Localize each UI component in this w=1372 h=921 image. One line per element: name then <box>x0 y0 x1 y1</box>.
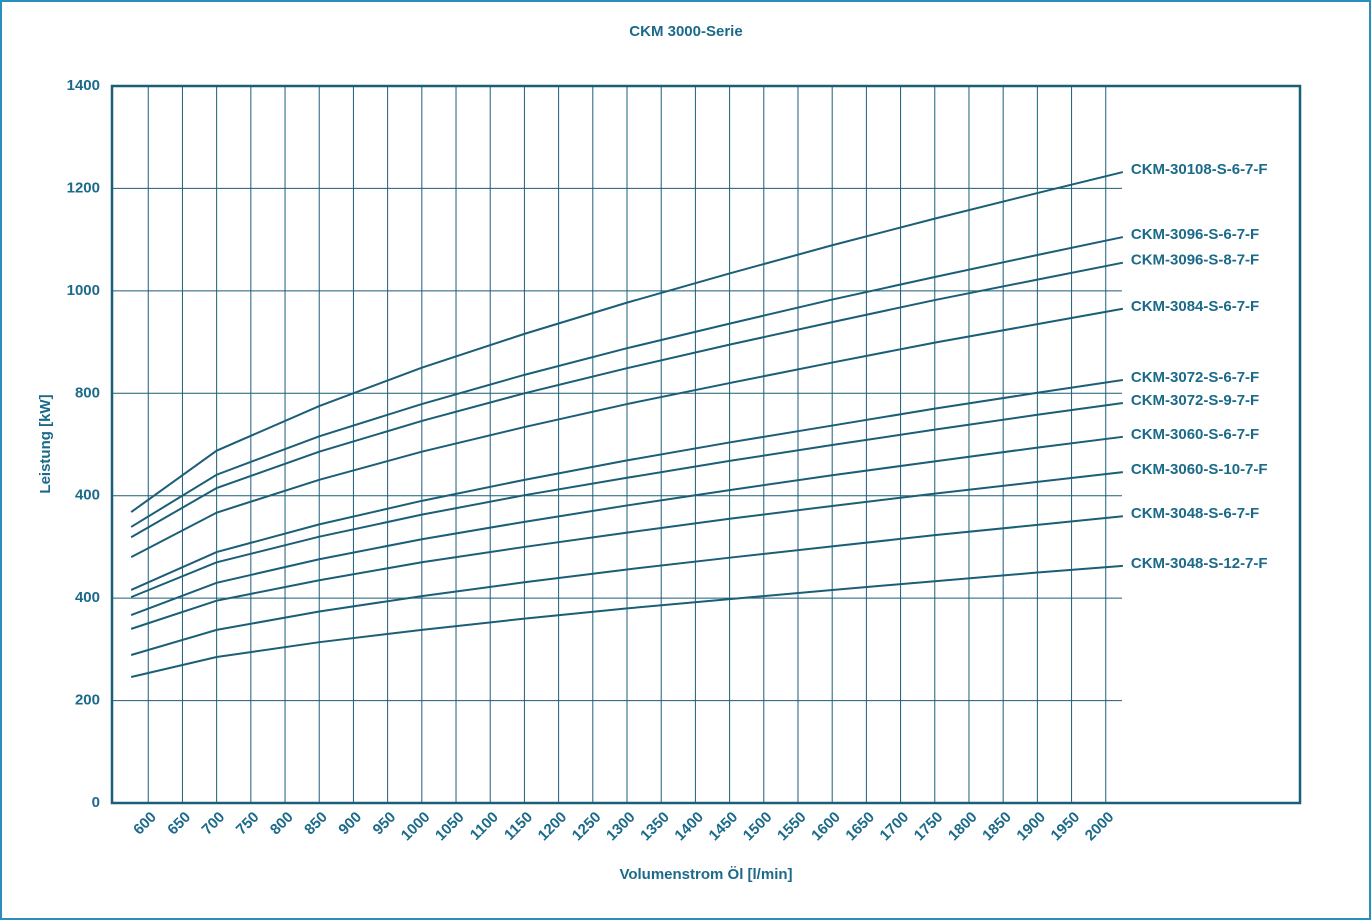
series-line <box>130 236 1124 528</box>
series-label: CKM-3096-S-8-7-F <box>1131 252 1259 269</box>
y-tick-label: 1200 <box>67 179 100 196</box>
series-line <box>130 171 1124 513</box>
series-line <box>130 378 1124 591</box>
series-line <box>130 261 1124 539</box>
series-label: CKM-3060-S-10-7-F <box>1131 461 1268 478</box>
series-label: CKM-3096-S-6-7-F <box>1131 226 1259 243</box>
x-axis-label: Volumenstrom Öl [l/min] <box>619 866 792 883</box>
y-tick-label: 0 <box>92 794 100 811</box>
series-label: CKM-3060-S-6-7-F <box>1131 426 1259 443</box>
y-tick-label: 1400 <box>67 77 100 94</box>
series-line <box>130 471 1123 630</box>
series-line <box>130 564 1123 678</box>
series-line <box>130 307 1124 559</box>
series-line <box>130 402 1123 599</box>
chart-title: CKM 3000-Serie <box>629 23 742 40</box>
series-label: CKM-30108-S-6-7-F <box>1131 161 1268 178</box>
y-tick-label: 200 <box>75 692 100 709</box>
y-axis-label: Leistung [kW] <box>37 394 54 493</box>
series-line <box>130 515 1123 656</box>
series-label: CKM-3084-S-6-7-F <box>1131 298 1259 315</box>
series-label: CKM-3072-S-9-7-F <box>1131 392 1259 409</box>
y-tick-label: 400 <box>75 487 100 504</box>
series-label: CKM-3048-S-12-7-F <box>1131 555 1268 572</box>
series-line <box>130 435 1123 616</box>
y-tick-label: 800 <box>75 384 100 401</box>
series-label: CKM-3048-S-6-7-F <box>1131 505 1259 522</box>
y-tick-label: 400 <box>75 589 100 606</box>
plot-frame <box>110 84 1302 805</box>
series-label: CKM-3072-S-6-7-F <box>1131 369 1259 386</box>
y-tick-label: 1000 <box>67 282 100 299</box>
